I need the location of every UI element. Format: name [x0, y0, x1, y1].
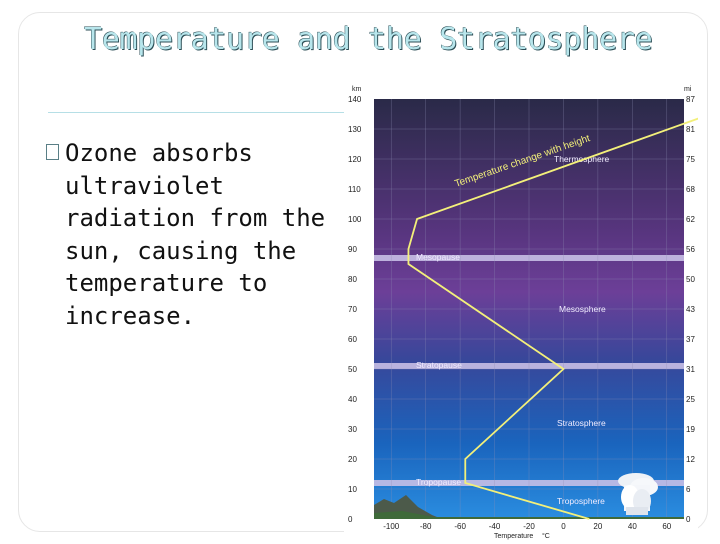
x-tick-label: 0 [561, 522, 566, 531]
title-divider [48, 112, 344, 113]
bullet-box-icon [46, 144, 59, 160]
mi-tick-label: 50 [686, 275, 695, 284]
mi-tick-label: 6 [686, 485, 691, 494]
km-tick-label: 50 [348, 365, 357, 374]
tropopause-label: Tropopause [416, 477, 461, 487]
cumulus-cloud-icon [618, 473, 658, 515]
mesopause-label: Mesopause [416, 252, 460, 262]
km-tick-label: 90 [348, 245, 357, 254]
bullet-line: increase. [65, 301, 196, 330]
mi-tick-label: 87 [686, 95, 695, 104]
bullet-list: Ozone absorbs ultraviolet radiation from… [46, 137, 336, 332]
x-axis-unit: °C [542, 532, 550, 540]
x-tick-label: -100 [383, 522, 400, 531]
mi-tick-label: 75 [686, 155, 695, 164]
km-tick-label: 10 [348, 485, 357, 494]
mi-tick-label: 37 [686, 335, 695, 344]
bullet-item: Ozone absorbs ultraviolet radiation from… [46, 137, 336, 332]
mi-tick-label: 31 [686, 365, 695, 374]
mi-tick-label: 68 [686, 185, 695, 194]
mi-tick-label: 43 [686, 305, 695, 314]
x-axis-label: Temperature [494, 533, 533, 540]
bullet-line: Ozone absorbs [65, 139, 253, 167]
ground-terrain [374, 495, 684, 519]
km-tick-label: 100 [348, 215, 362, 224]
mi-tick-label: 56 [686, 245, 695, 254]
stratosphere-label: Stratosphere [557, 418, 606, 428]
mi-tick-label: 19 [686, 425, 695, 434]
mi-tick-label: 12 [686, 455, 695, 464]
km-tick-label: 60 [348, 335, 357, 344]
thermosphere-label: Thermosphere [554, 154, 610, 164]
bullet-line: ultraviolet [65, 171, 224, 200]
km-tick-label: 0 [348, 515, 353, 524]
temperature-curve [407, 109, 720, 520]
atmosphere-diagram: 140 87 130 81 120 75 110 68 100 62 90 56 80 50 70 43 60 3… [344, 77, 720, 540]
mesosphere-label: Mesosphere [559, 304, 606, 314]
km-tick-label: 120 [348, 155, 362, 164]
bullet-line: sun, causing the [65, 236, 297, 265]
km-tick-label: 70 [348, 305, 357, 314]
mi-tick-label: 62 [686, 215, 695, 224]
stratopause-label: Stratopause [416, 360, 462, 370]
km-tick-label: 20 [348, 455, 357, 464]
x-tick-label: -80 [420, 522, 432, 531]
mi-tick-label: 0 [686, 515, 691, 524]
troposphere-label: Troposphere [557, 496, 605, 506]
x-tick-label: -20 [523, 522, 535, 531]
mi-tick-label: 81 [686, 125, 695, 134]
bullet-line: temperature to [65, 269, 268, 297]
km-tick-label: 80 [348, 275, 357, 284]
x-tick-label: 20 [593, 522, 602, 531]
right-unit-label: mi [684, 86, 692, 93]
left-unit-label: km [352, 86, 362, 93]
km-tick-label: 140 [348, 95, 362, 104]
x-tick-label: 60 [662, 522, 671, 531]
bullet-line: radiation from the [65, 204, 326, 232]
mi-tick-label: 25 [686, 395, 695, 404]
x-tick-label: -40 [489, 522, 501, 531]
km-tick-label: 110 [348, 185, 361, 194]
x-tick-label: 40 [628, 522, 637, 531]
km-tick-label: 130 [348, 125, 362, 134]
km-tick-label: 40 [348, 395, 357, 404]
km-tick-label: 30 [348, 425, 357, 434]
slide-title: Temperature and the Stratosphere [84, 22, 653, 57]
x-tick-label: -60 [454, 522, 466, 531]
